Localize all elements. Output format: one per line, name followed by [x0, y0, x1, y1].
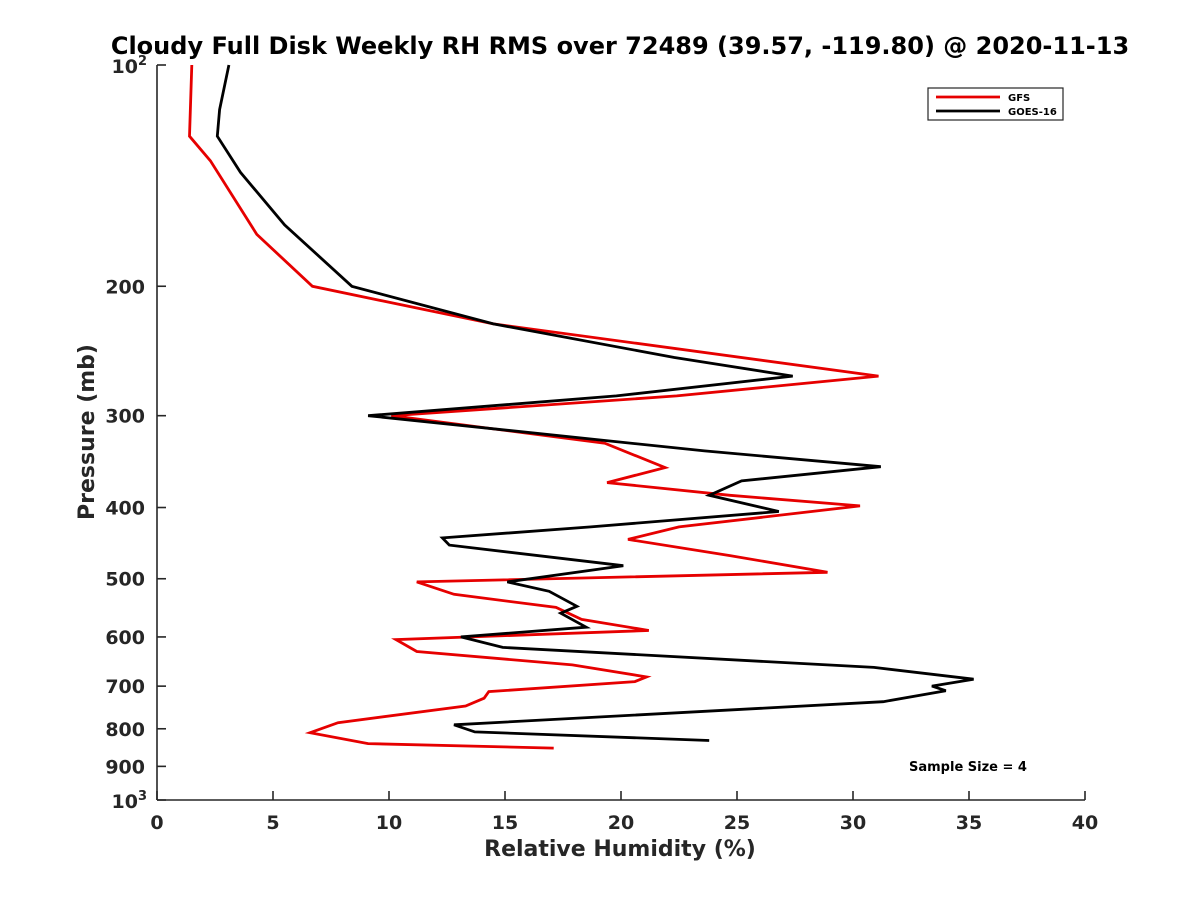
series-line-gfs: [188, 64, 879, 750]
x-tick-label: 35: [956, 812, 982, 834]
y-tick-label: 102: [112, 54, 148, 78]
x-tick-label: 10: [376, 812, 402, 834]
y-axis-label: Pressure (mb): [75, 344, 100, 520]
x-tick-label: 15: [492, 812, 518, 834]
x-tick-label: 30: [840, 812, 866, 834]
x-tick-label: 5: [266, 812, 279, 834]
x-tick-label: 40: [1072, 812, 1098, 834]
y-tick-label: 400: [105, 498, 145, 520]
legend: GFS GOES-16: [927, 87, 1064, 121]
y-tick-label: 103: [112, 789, 148, 813]
x-tick-label: 25: [724, 812, 750, 834]
y-tick-label: 600: [105, 627, 145, 649]
x-tick-label: 0: [150, 812, 163, 834]
y-tick-label: 500: [105, 569, 145, 591]
y-tick-label: 200: [105, 276, 145, 298]
sample-size-annotation: Sample Size = 4: [909, 760, 1027, 775]
x-axis-label: Relative Humidity (%): [484, 837, 756, 862]
y-tick-label: 900: [105, 756, 145, 778]
x-tick-label: 20: [608, 812, 634, 834]
y-tick-label: 800: [105, 719, 145, 741]
y-tick-label: 300: [105, 406, 145, 428]
legend-label-gfs: GFS: [1008, 93, 1030, 104]
legend-box: [927, 87, 1064, 121]
legend-label-goes-16: GOES-16: [1008, 107, 1057, 118]
series-line-goes-16: [215, 64, 974, 742]
y-tick-label: 700: [105, 676, 145, 698]
plot-axes: 0 5 10 15 20 25 30 35 40 102 200 300 400 500 600 700 800…: [105, 54, 1098, 834]
chart-title: Cloudy Full Disk Weekly RH RMS over 7248…: [111, 32, 1129, 60]
data-series: [188, 64, 974, 750]
